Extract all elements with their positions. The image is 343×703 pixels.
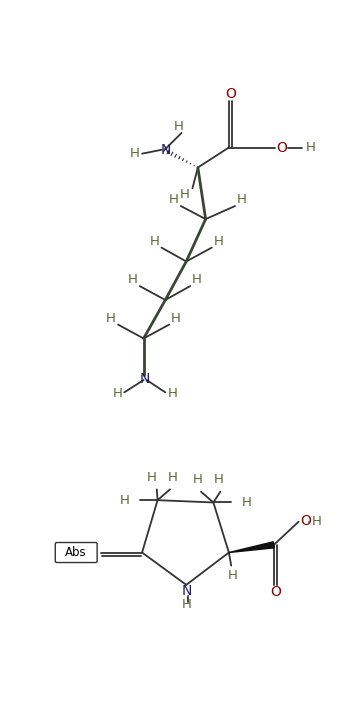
Text: N: N (161, 143, 171, 157)
Text: H: H (311, 515, 321, 528)
Text: H: H (147, 470, 157, 484)
Text: Abs: Abs (66, 546, 87, 559)
Text: H: H (106, 312, 116, 325)
Text: H: H (169, 193, 179, 207)
Text: H: H (174, 120, 184, 133)
Text: H: H (129, 147, 139, 160)
Text: H: H (128, 273, 138, 286)
FancyBboxPatch shape (55, 543, 97, 562)
Text: H: H (214, 473, 224, 486)
Text: H: H (193, 473, 203, 486)
Text: H: H (113, 387, 122, 401)
Text: H: H (237, 193, 247, 207)
Polygon shape (229, 542, 274, 553)
Text: N: N (140, 371, 150, 385)
Text: H: H (305, 141, 315, 154)
Text: O: O (270, 585, 281, 599)
Text: H: H (182, 598, 192, 612)
Text: N: N (182, 584, 192, 598)
Text: H: H (192, 273, 202, 286)
Text: O: O (225, 87, 236, 101)
Text: O: O (276, 141, 287, 155)
Text: H: H (171, 312, 181, 325)
Text: H: H (242, 496, 252, 509)
Text: H: H (214, 235, 224, 248)
Text: H: H (228, 569, 238, 582)
Text: H: H (119, 494, 129, 507)
Text: H: H (180, 188, 190, 201)
Text: H: H (150, 235, 159, 248)
Text: O: O (300, 514, 311, 528)
Text: H: H (168, 470, 178, 484)
Text: H: H (167, 387, 177, 401)
